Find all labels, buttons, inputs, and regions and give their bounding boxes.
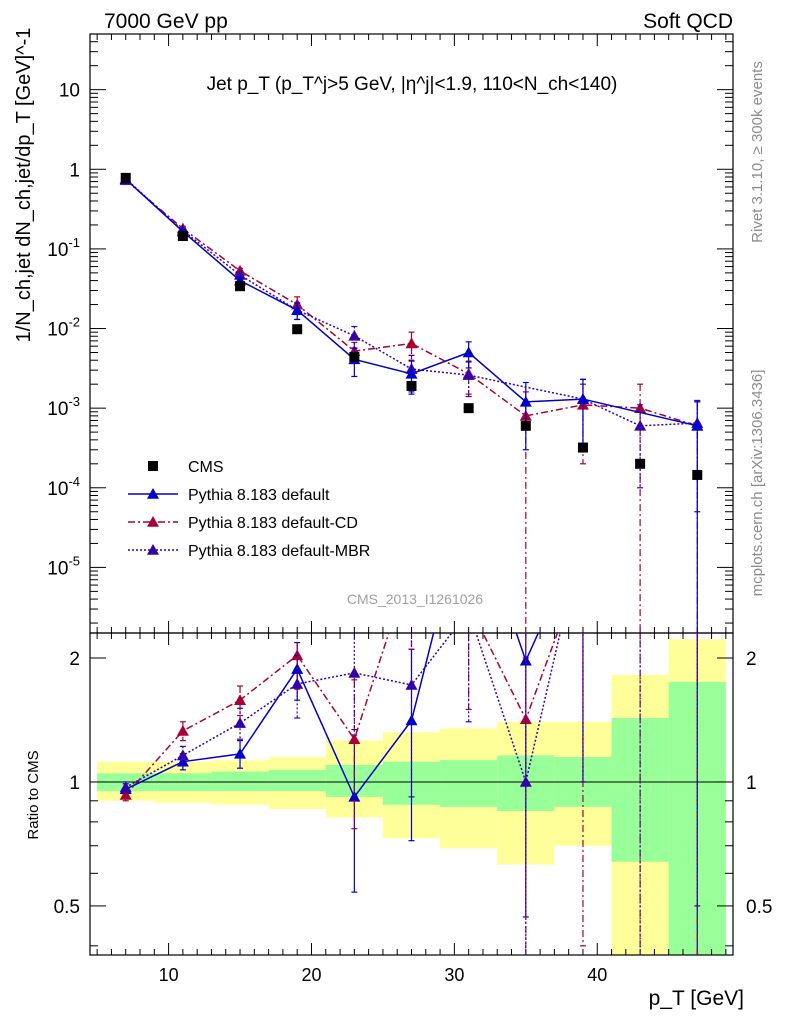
ratio-marker-default — [234, 747, 247, 759]
main-ylabel: 1/N_ch,jet dN_ch,jet/dp_T [GeV]^-1 — [13, 28, 35, 343]
header-left: 7000 GeV pp — [104, 10, 228, 33]
ratio-marker-mbr — [519, 775, 532, 787]
marker-cms — [349, 351, 360, 362]
header-right: Soft QCD — [643, 10, 733, 33]
marker-default — [691, 419, 704, 431]
mcplots-label: mcplots.cern.ch [arXiv:1306.3436] — [749, 370, 766, 597]
main-title-text: Jet p_T (p_T^j>5 GeV, |η^j|<1.9, 110<N_c… — [207, 74, 618, 95]
ratio-series-group — [119, 633, 701, 955]
legend-label-mbr: Pythia 8.183 default-MBR — [188, 543, 370, 560]
ratio-marker-default — [405, 714, 418, 726]
ratio-marker-cd — [291, 649, 304, 661]
legend-marker-default — [147, 488, 159, 499]
series-line-default — [125, 178, 698, 427]
ratio-plot — [119, 633, 701, 955]
band-inner — [268, 769, 326, 792]
analysis-id: CMS_2013_I1261026 — [347, 591, 483, 607]
ratio-marker-cd — [119, 788, 132, 800]
ratio-marker-cd — [234, 694, 247, 705]
ratio-marker-mbr — [176, 749, 189, 761]
ratio-series-mbr — [119, 633, 701, 955]
ratio-marker-mbr — [348, 666, 361, 678]
ratio-ylabel: Ratio to CMS — [25, 750, 42, 839]
x-tick-label: 40 — [587, 965, 607, 985]
legend: CMS Pythia 8.183 default Pythia 8.183 defa… — [128, 459, 370, 560]
marker-cd — [634, 402, 647, 413]
main-title: Jet p_T (p_T^j>5 GeV, |η^j|<1.9, 110<N_c… — [207, 74, 618, 95]
ratio-y-tick-label-right: 1 — [746, 773, 757, 794]
y-tick-label: 10-3 — [47, 394, 80, 420]
series-line-cd — [125, 179, 698, 427]
y-tick-label: 10-1 — [47, 235, 80, 261]
ratio-y-tick-label: 0.5 — [54, 897, 80, 918]
rivet-label: Rivet 3.1.10, ≥ 300k events — [749, 61, 766, 243]
y-tick-label: 10-2 — [47, 315, 80, 341]
y-tick-label: 10-4 — [47, 474, 80, 500]
legend-entry-mbr: Pythia 8.183 default-MBR — [128, 543, 370, 560]
marker-mbr — [634, 419, 647, 431]
ratio-line-default — [125, 633, 540, 799]
marker-cms — [692, 469, 703, 480]
band-inner — [211, 771, 269, 792]
x-tick-label: 10 — [159, 965, 179, 985]
legend-entry-cms: CMS — [148, 459, 224, 476]
marker-mbr — [462, 369, 475, 380]
marker-default — [519, 395, 532, 407]
legend-marker-mbr — [147, 544, 159, 555]
ratio-y-tick-label-right: 0.5 — [746, 897, 772, 918]
x-tick-label: 20 — [301, 965, 321, 985]
ratio-marker-mbr — [234, 717, 247, 728]
ratio-marker-mbr — [119, 781, 132, 793]
ratio-marker-cd — [176, 724, 189, 736]
y-tick-label: 10 — [59, 81, 80, 102]
legend-label-cd: Pythia 8.183 default-CD — [188, 515, 358, 532]
legend-entry-default: Pythia 8.183 default — [128, 487, 330, 504]
legend-entry-cd: Pythia 8.183 default-CD — [128, 515, 358, 532]
xlabel: p_T [GeV] — [649, 987, 744, 1010]
legend-label-default: Pythia 8.183 default — [188, 487, 330, 504]
ratio-y-tick-label: 2 — [69, 649, 80, 670]
marker-cms — [235, 281, 246, 292]
ratio-y-tick-label-right: 2 — [746, 649, 757, 670]
marker-cms — [577, 442, 588, 453]
band-inner — [440, 760, 498, 807]
legend-marker-cd — [147, 516, 159, 527]
ratio-y-tick-label: 1 — [69, 773, 80, 794]
marker-cd — [405, 337, 418, 349]
marker-default — [462, 346, 475, 358]
series-cms — [120, 172, 703, 480]
series-line-mbr — [125, 178, 698, 427]
ratio-marker-mbr — [405, 678, 418, 690]
series-default — [119, 173, 704, 633]
ratio-marker-default — [176, 755, 189, 767]
legend-label-cms: CMS — [188, 459, 224, 476]
ratio-marker-cd — [348, 733, 361, 745]
marker-cms — [406, 380, 417, 391]
marker-cms — [120, 172, 131, 183]
axes: 10 20 30 40 10 1 10-1 10-2 10-3 10-4 10-5 0.5 0.5 1 1 2… — [47, 33, 772, 985]
marker-cms — [177, 231, 188, 242]
y-tick-label: 10-5 — [47, 553, 80, 579]
marker-cms — [635, 458, 646, 469]
marker-default — [405, 367, 418, 379]
marker-default — [291, 304, 304, 315]
series-cd — [119, 174, 704, 633]
marker-cms — [520, 420, 531, 431]
marker-cms — [463, 403, 474, 414]
x-tick-label: 30 — [444, 965, 464, 985]
marker-mbr — [348, 329, 361, 341]
marker-default — [576, 393, 589, 404]
ratio-marker-mbr — [291, 677, 304, 689]
main-plot — [119, 172, 704, 633]
legend-marker-cms — [148, 461, 158, 471]
y-tick-label: 1 — [69, 160, 80, 181]
marker-cms — [292, 324, 303, 335]
